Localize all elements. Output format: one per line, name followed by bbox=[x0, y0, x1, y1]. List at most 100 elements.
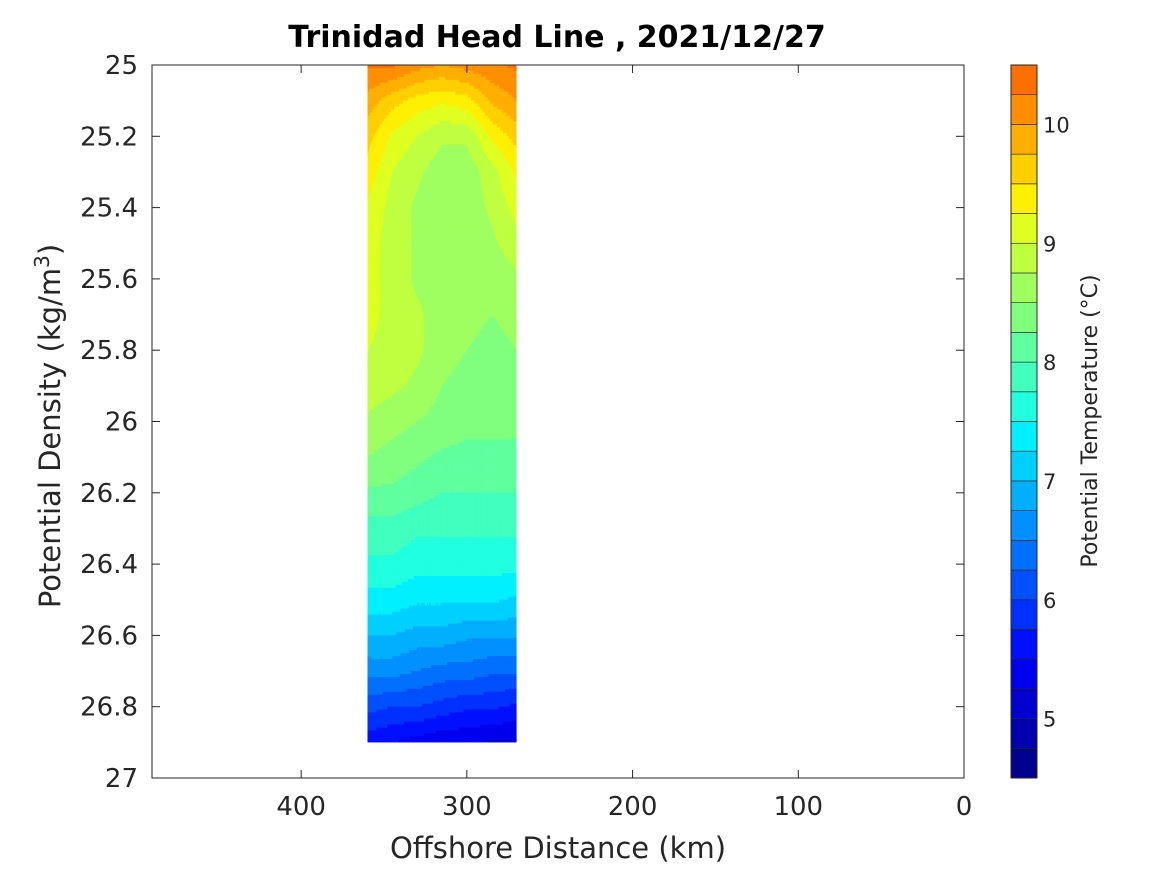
contour-cell bbox=[408, 85, 411, 90]
contour-cell bbox=[511, 73, 514, 78]
contour-cell bbox=[376, 85, 378, 90]
contour-cell bbox=[388, 130, 390, 134]
contour-cell bbox=[379, 127, 382, 131]
contour-cell bbox=[424, 88, 427, 93]
contour-cell bbox=[371, 106, 373, 111]
contour-cell bbox=[496, 67, 499, 72]
contour-cell bbox=[389, 118, 392, 123]
contour-cell bbox=[507, 88, 509, 93]
contour-cell bbox=[439, 67, 441, 72]
contour-cell bbox=[477, 91, 480, 96]
contour-cell bbox=[374, 73, 377, 78]
contour-cell bbox=[397, 94, 399, 99]
contour-cell bbox=[374, 76, 377, 81]
contour-cell bbox=[372, 85, 374, 90]
contour-cell bbox=[422, 91, 425, 96]
contour-cell bbox=[513, 88, 515, 93]
contour-cell bbox=[476, 94, 479, 99]
contour-cell bbox=[446, 65, 448, 69]
contour-cell bbox=[434, 67, 436, 72]
contour-cell bbox=[432, 67, 435, 72]
contour-cell bbox=[464, 79, 466, 84]
contour-cell bbox=[435, 82, 437, 87]
contour-cell bbox=[457, 85, 460, 90]
contour-cell bbox=[390, 76, 393, 81]
contour-cell bbox=[461, 70, 463, 75]
contour-cell bbox=[394, 65, 397, 69]
contour-cell bbox=[374, 109, 376, 114]
contour-cell bbox=[384, 91, 386, 96]
contour-cell bbox=[496, 91, 499, 96]
contour-cell bbox=[409, 65, 412, 69]
contour-cell bbox=[452, 79, 455, 84]
contour-cell bbox=[439, 97, 441, 102]
contour-cell bbox=[481, 65, 484, 69]
contour-cell bbox=[384, 112, 386, 117]
contour-cell bbox=[408, 97, 410, 102]
contour-cell bbox=[485, 94, 487, 99]
contour-cell bbox=[489, 65, 491, 69]
contour-cell bbox=[441, 79, 443, 84]
contour-cell bbox=[467, 97, 470, 102]
contour-cell bbox=[430, 97, 432, 102]
contour-cell bbox=[394, 94, 397, 99]
contour-cell bbox=[509, 85, 511, 90]
contour-cell bbox=[452, 70, 455, 75]
contour-cell bbox=[481, 88, 484, 93]
contour-cell bbox=[508, 79, 510, 84]
contour-cell bbox=[370, 91, 373, 96]
contour-cell bbox=[463, 70, 465, 75]
contour-cell bbox=[457, 70, 460, 75]
contour-cell bbox=[368, 97, 370, 102]
contour-cell bbox=[374, 121, 376, 126]
contour-cell bbox=[399, 70, 402, 75]
contour-cell bbox=[415, 82, 417, 87]
contour-cell bbox=[417, 67, 420, 72]
contour-cell bbox=[371, 97, 373, 102]
contour-cell bbox=[495, 67, 497, 72]
contour-cell bbox=[503, 76, 505, 81]
contour-cell bbox=[470, 70, 472, 75]
contour-cell bbox=[383, 121, 385, 126]
contour-cell bbox=[456, 82, 459, 87]
contour-cell bbox=[437, 67, 440, 72]
contour-cell bbox=[511, 67, 514, 72]
contour-cell bbox=[375, 97, 378, 102]
contour-cell bbox=[404, 67, 407, 72]
contour-cell bbox=[384, 115, 387, 120]
contour-cell bbox=[429, 85, 431, 90]
contour-cell bbox=[391, 65, 393, 69]
contour-cell bbox=[491, 97, 494, 102]
contour-cell bbox=[461, 73, 463, 78]
contour-cell bbox=[382, 127, 384, 131]
contour-cell bbox=[500, 91, 503, 96]
contour-cell bbox=[440, 91, 442, 96]
contour-cell bbox=[388, 82, 390, 87]
contour-cell bbox=[377, 103, 379, 108]
contour-cell bbox=[374, 100, 376, 105]
contour-cell bbox=[459, 79, 461, 84]
contour-cell bbox=[403, 88, 406, 93]
contour-cell bbox=[492, 73, 494, 78]
contour-cell bbox=[504, 73, 506, 78]
contour-cell bbox=[394, 82, 397, 87]
contour-cell bbox=[404, 79, 407, 84]
contour-cell bbox=[384, 73, 387, 78]
contour-cell bbox=[384, 109, 386, 114]
contour-cell bbox=[369, 121, 371, 126]
contour-cell bbox=[512, 70, 514, 75]
contour-cell bbox=[469, 91, 471, 96]
contour-cell bbox=[380, 88, 383, 93]
contour-cell bbox=[383, 73, 385, 78]
contour-cell bbox=[448, 91, 451, 96]
contour-cell bbox=[431, 82, 433, 87]
contour-cell bbox=[418, 73, 421, 78]
contour-cell bbox=[509, 91, 512, 96]
contour-cell bbox=[372, 124, 374, 128]
contour-cell bbox=[494, 76, 496, 81]
contour-cell bbox=[381, 118, 383, 123]
contour-cell bbox=[367, 133, 369, 137]
contour-cell bbox=[399, 91, 402, 96]
contour-cell bbox=[388, 76, 391, 81]
contour-cell bbox=[391, 70, 393, 75]
